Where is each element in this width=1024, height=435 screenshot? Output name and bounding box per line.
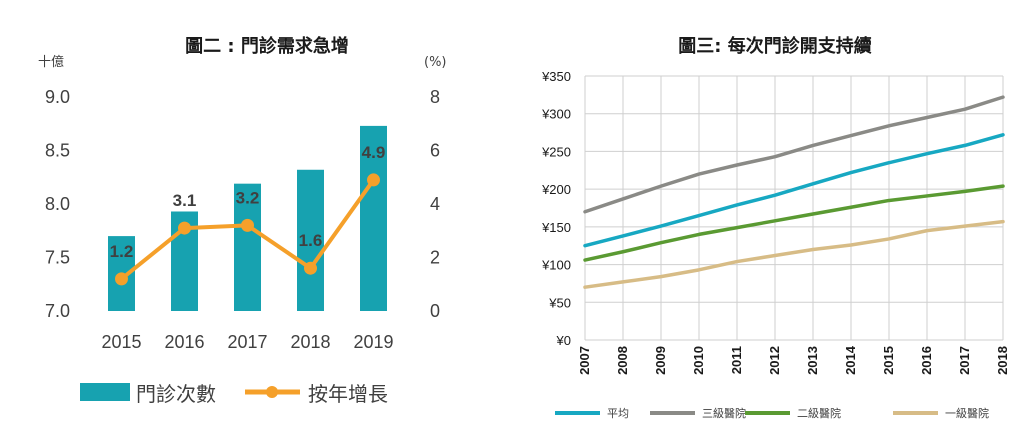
chart1-legend: 門診次數 按年增長 <box>80 382 388 406</box>
chart2-title: 圖三: 每次門診開支持續 <box>678 35 871 57</box>
bar-outpatient-visits <box>297 169 324 311</box>
x-tick-label: 2009 <box>653 346 668 375</box>
series-line <box>583 184 1005 262</box>
y2-tick-label: 0 <box>430 301 440 321</box>
y-tick-label: ¥250 <box>541 144 571 159</box>
chart2-lines <box>583 95 1005 289</box>
growth-data-label: 3.2 <box>236 188 260 207</box>
outpatient-cost-chart: 圖三: 每次門診開支持續 ¥0 ¥50 ¥100 ¥150 ¥200 ¥250 ¥300 ¥3… <box>541 35 1010 420</box>
y-tick-label: ¥350 <box>541 69 571 84</box>
x-tick-label: 2014 <box>843 345 858 375</box>
chart1-y2-ticks: 0 2 4 6 8 <box>430 87 440 321</box>
x-tick-label: 2017 <box>957 346 972 375</box>
y-tick-label: ¥300 <box>541 107 571 122</box>
legend-label: 三級醫院 <box>702 406 746 420</box>
y2-tick-label: 4 <box>430 194 440 214</box>
outpatient-demand-chart: 圖二 : 門診需求急增 十億 (%) 7.0 7.5 8.0 8.5 9.0 0 2 4 6 8… <box>38 35 447 406</box>
y2-tick-label: 8 <box>430 87 440 107</box>
y-tick-label: ¥100 <box>541 258 571 273</box>
y-tick-label: ¥150 <box>541 220 571 235</box>
chart2-y-ticks: ¥0 ¥50 ¥100 ¥150 ¥200 ¥250 ¥300 ¥350 <box>541 69 571 348</box>
y1-tick-label: 7.0 <box>45 301 70 321</box>
legend-label: 一級醫院 <box>945 406 989 420</box>
x-tick-label: 2012 <box>767 346 782 375</box>
chart1-y1-ticks: 7.0 7.5 8.0 8.5 9.0 <box>45 87 70 321</box>
legend-label: 平均 <box>607 407 629 420</box>
x-tick-label: 2007 <box>577 346 592 375</box>
growth-data-label: 3.1 <box>173 191 197 210</box>
x-tick-label: 2015 <box>101 332 141 352</box>
y-tick-label: ¥0 <box>556 333 571 348</box>
y1-tick-label: 8.0 <box>45 194 70 214</box>
chart2-legend: 平均 三級醫院 二級醫院 一級醫院 <box>555 406 989 420</box>
chart1-x-ticks: 2015 2016 2017 2018 2019 <box>101 332 393 352</box>
growth-point <box>241 218 254 232</box>
chart1-title: 圖二 : 門診需求急增 <box>185 35 349 57</box>
growth-point <box>367 173 380 187</box>
x-tick-label: 2011 <box>729 346 744 374</box>
x-tick-label: 2018 <box>995 346 1010 375</box>
chart1-y1-unit: 十億 <box>38 54 64 70</box>
y2-tick-label: 2 <box>430 248 440 268</box>
y-tick-label: ¥50 <box>548 295 571 310</box>
y-tick-label: ¥200 <box>541 182 571 197</box>
x-tick-label: 2017 <box>227 332 267 352</box>
x-tick-label: 2010 <box>691 346 706 375</box>
y1-tick-label: 7.5 <box>45 248 70 268</box>
x-tick-label: 2008 <box>615 346 630 375</box>
x-tick-label: 2019 <box>353 332 393 352</box>
legend-line-marker <box>266 386 278 398</box>
x-tick-label: 2015 <box>881 346 896 375</box>
bar-outpatient-visits <box>360 125 387 311</box>
x-tick-label: 2016 <box>919 346 934 375</box>
series-line <box>583 219 1005 289</box>
bar-outpatient-visits <box>234 183 261 311</box>
chart1-line: 1.2 3.1 3.2 1.6 4.9 <box>110 143 386 286</box>
chart2-x-ticks: 2007 2008 2009 2010 2011 2012 2013 2014 2015 2016… <box>577 345 1010 375</box>
legend-label: 二級醫院 <box>797 406 841 420</box>
series-line <box>583 133 1005 248</box>
growth-point <box>115 272 128 286</box>
series-line <box>583 95 1005 214</box>
growth-data-label: 1.2 <box>110 242 134 261</box>
legend-bar-label: 門診次數 <box>136 382 216 406</box>
x-tick-label: 2018 <box>290 332 330 352</box>
x-tick-label: 2016 <box>164 332 204 352</box>
y1-tick-label: 9.0 <box>45 87 70 107</box>
legend-bar-swatch <box>80 383 130 401</box>
growth-point <box>304 261 317 275</box>
legend-line-label: 按年增長 <box>308 382 388 406</box>
chart1-y2-unit: (%) <box>424 55 447 70</box>
y2-tick-label: 6 <box>430 141 440 161</box>
growth-data-label: 4.9 <box>362 143 386 162</box>
y1-tick-label: 8.5 <box>45 141 70 161</box>
x-tick-label: 2013 <box>805 346 820 375</box>
growth-point <box>178 221 191 235</box>
growth-data-label: 1.6 <box>299 231 323 250</box>
